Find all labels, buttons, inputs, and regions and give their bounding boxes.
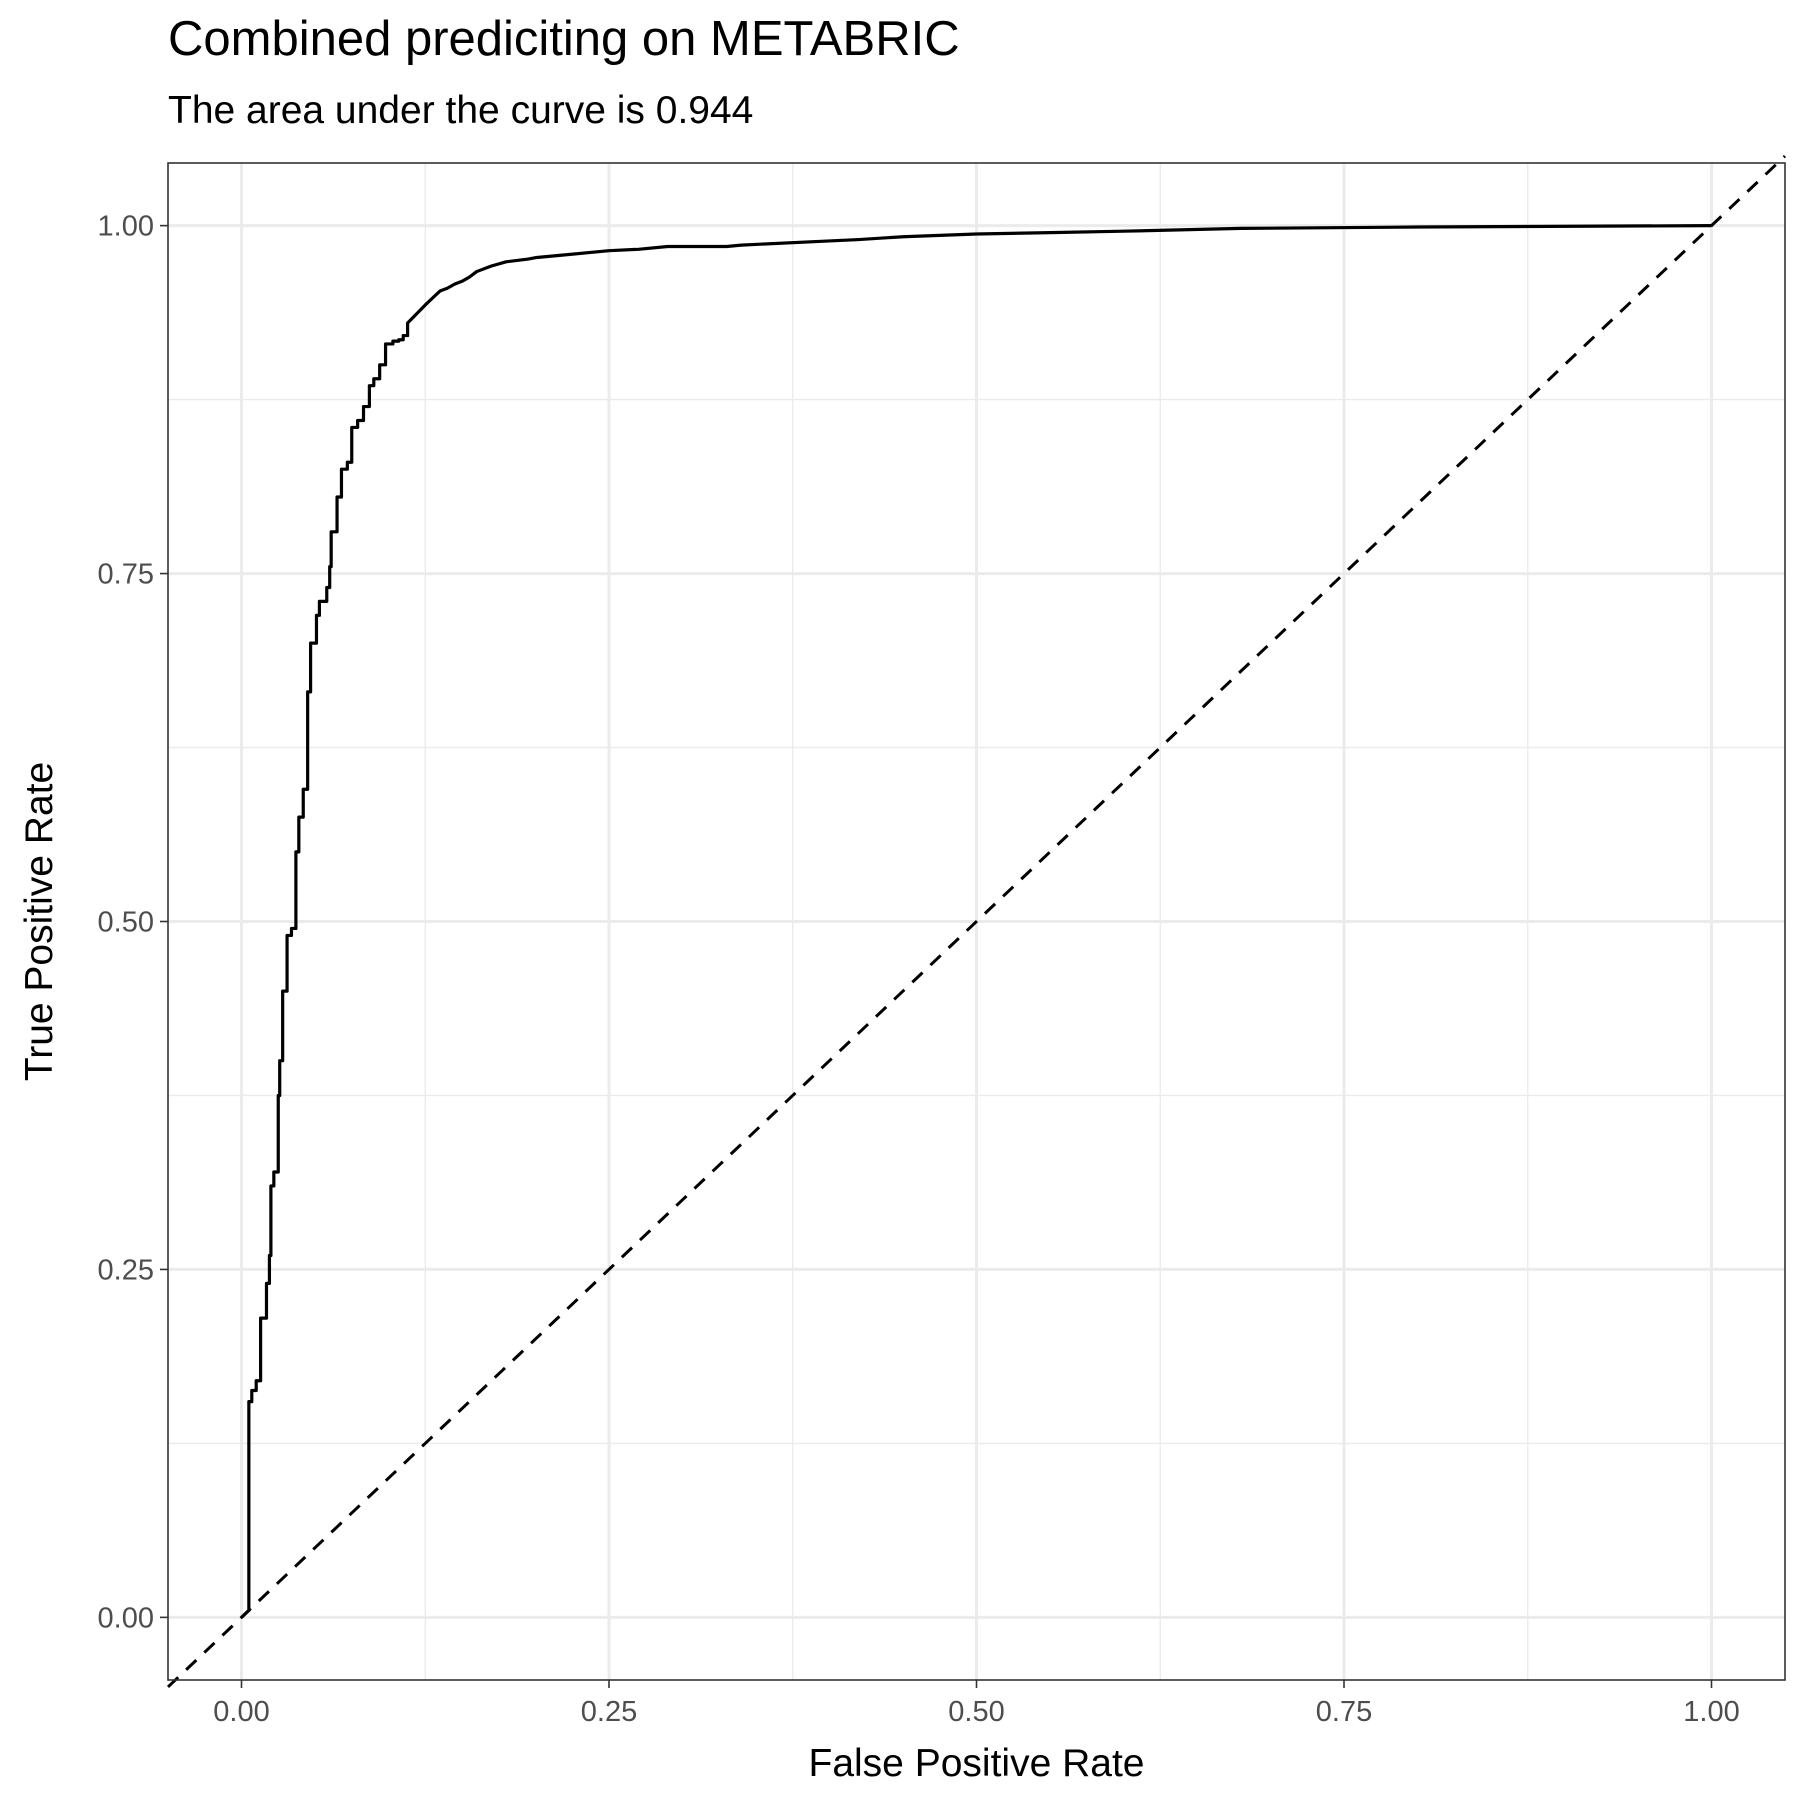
y-axis-ticks: 0.00 0.25 0.50 0.75 1.00	[98, 211, 168, 1634]
y-tick-label: 1.00	[98, 211, 154, 243]
x-axis-title: False Positive Rate	[809, 1742, 1145, 1785]
x-tick-label: 0.00	[213, 1696, 269, 1728]
y-tick-label: 0.50	[98, 907, 154, 939]
series-layer	[166, 154, 1787, 1689]
y-tick-label: 0.25	[98, 1254, 154, 1286]
x-tick-label: 1.00	[1683, 1696, 1739, 1728]
x-tick-label: 0.25	[581, 1696, 637, 1728]
chart-subtitle: The area under the curve is 0.944	[168, 89, 754, 132]
roc-curve-line	[240, 224, 1712, 1619]
x-axis-ticks: 0.00 0.25 0.50 0.75 1.00	[213, 1680, 1740, 1728]
x-tick-label: 0.75	[1316, 1696, 1372, 1728]
chance-diagonal-line	[166, 154, 1787, 1689]
y-axis-title: True Positive Rate	[18, 762, 61, 1081]
x-tick-label: 0.50	[948, 1696, 1004, 1728]
y-tick-label: 0.75	[98, 559, 154, 591]
chart-title: Combined prediciting on METABRIC	[168, 12, 960, 66]
y-tick-label: 0.00	[98, 1602, 154, 1634]
